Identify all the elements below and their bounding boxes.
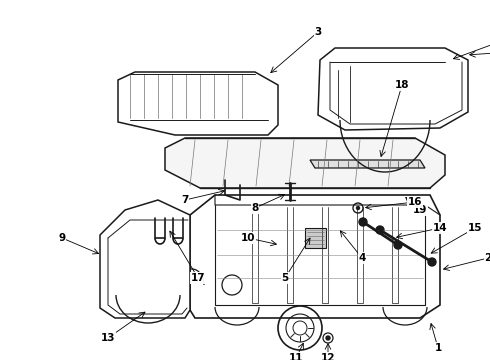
Polygon shape (310, 160, 425, 168)
Polygon shape (165, 138, 445, 188)
Circle shape (357, 207, 360, 210)
Text: 18: 18 (395, 80, 409, 90)
Text: 9: 9 (58, 233, 66, 243)
Polygon shape (118, 72, 278, 135)
Circle shape (376, 226, 384, 234)
Text: 15: 15 (468, 223, 482, 233)
Polygon shape (190, 195, 440, 318)
Text: 14: 14 (433, 223, 447, 233)
Text: 7: 7 (181, 195, 189, 205)
Text: 11: 11 (289, 353, 303, 360)
Circle shape (428, 258, 436, 266)
Text: 5: 5 (281, 273, 289, 283)
Text: 2: 2 (485, 253, 490, 263)
Polygon shape (100, 200, 190, 318)
Text: 19: 19 (413, 205, 427, 215)
Polygon shape (318, 48, 468, 130)
Text: 3: 3 (315, 27, 321, 37)
Text: 16: 16 (408, 197, 422, 207)
Text: 1: 1 (434, 343, 441, 353)
Text: 13: 13 (101, 333, 115, 343)
Circle shape (359, 218, 367, 226)
Text: 8: 8 (251, 203, 259, 213)
Text: 10: 10 (241, 233, 255, 243)
Circle shape (394, 241, 402, 249)
Text: 4: 4 (358, 253, 366, 263)
Polygon shape (305, 228, 326, 248)
Circle shape (326, 336, 330, 340)
Text: 17: 17 (191, 273, 205, 283)
Text: 12: 12 (321, 353, 335, 360)
